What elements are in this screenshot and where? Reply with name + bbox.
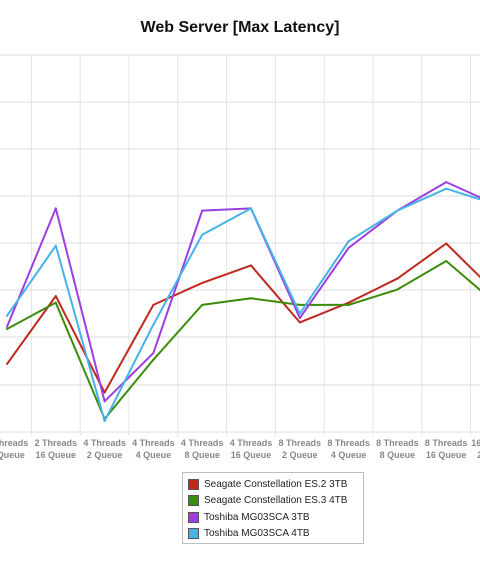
data-point (298, 303, 301, 306)
data-point (6, 363, 8, 366)
x-tick-label: 8 Threads 16 Queue (425, 438, 468, 460)
data-point (396, 277, 399, 280)
data-point (152, 323, 155, 326)
data-point (54, 295, 57, 298)
x-tick-label: 8 Threads 4 Queue (327, 438, 370, 460)
data-point (396, 288, 399, 291)
legend-item: Toshiba MG03SCA 4TB (188, 526, 363, 543)
series-line-1 (6, 242, 480, 394)
x-tick-label: 4 Threads 16 Queue (230, 438, 273, 460)
data-point (103, 391, 106, 394)
data-point (201, 233, 204, 236)
legend-label: Seagate Constellation ES.3 4TB (204, 495, 348, 507)
legend-item: Toshiba MG03SCA 3TB (188, 509, 363, 526)
x-tick-label: 4 Threads 8 Queue (181, 438, 224, 460)
series-line-3 (6, 181, 480, 403)
data-point (103, 400, 106, 403)
data-point (201, 281, 204, 284)
data-point (250, 264, 252, 267)
data-point (54, 244, 57, 247)
data-point (152, 352, 155, 355)
legend-item: Seagate Constellation ES.2 3TB (188, 476, 363, 493)
x-tick-label: 4 Threads 2 Queue (83, 438, 126, 460)
legend-swatch (188, 528, 199, 540)
data-point (298, 317, 301, 320)
data-point (6, 325, 8, 328)
data-point (54, 207, 57, 210)
data-point (347, 301, 350, 304)
data-point (347, 240, 350, 243)
legend-swatch (188, 495, 199, 507)
data-point (445, 187, 448, 190)
legend-label: Toshiba MG03SCA 3TB (204, 511, 310, 523)
x-tick-label: 8 Threads 8 Queue (376, 438, 419, 460)
x-tick-label: 2 Threads 16 Queue (35, 438, 78, 460)
data-point (347, 246, 350, 249)
data-point (445, 260, 448, 263)
data-point (6, 314, 8, 317)
data-point (152, 303, 155, 306)
data-point (445, 242, 448, 245)
data-point (103, 420, 106, 423)
legend-item: Seagate Constellation ES.3 4TB (188, 493, 363, 510)
legend-swatch (188, 511, 199, 523)
data-point (298, 312, 301, 315)
x-tick-label: 8 Threads 2 Queue (279, 438, 322, 460)
data-point (201, 209, 204, 212)
legend-swatch (188, 478, 199, 490)
legend: Seagate Constellation ES.2 3TB Seagate Co… (182, 472, 364, 544)
chart-title: Web Server [Max Latency] (140, 19, 340, 36)
series-lines (6, 181, 480, 423)
data-point (250, 207, 252, 210)
series-line-4 (6, 187, 480, 423)
data-point (201, 303, 204, 306)
data-point (54, 301, 57, 304)
data-point (6, 327, 8, 330)
data-point (298, 321, 301, 324)
data-point (396, 209, 399, 212)
data-point (152, 358, 155, 361)
legend-label: Seagate Constellation ES.2 3TB (204, 478, 348, 490)
gridlines (0, 54, 480, 436)
data-point (347, 303, 350, 306)
x-tick-label: 4 Threads 4 Queue (132, 438, 175, 460)
legend-label: Toshiba MG03SCA 4TB (204, 528, 310, 540)
data-point (445, 181, 448, 184)
data-point (250, 297, 252, 300)
